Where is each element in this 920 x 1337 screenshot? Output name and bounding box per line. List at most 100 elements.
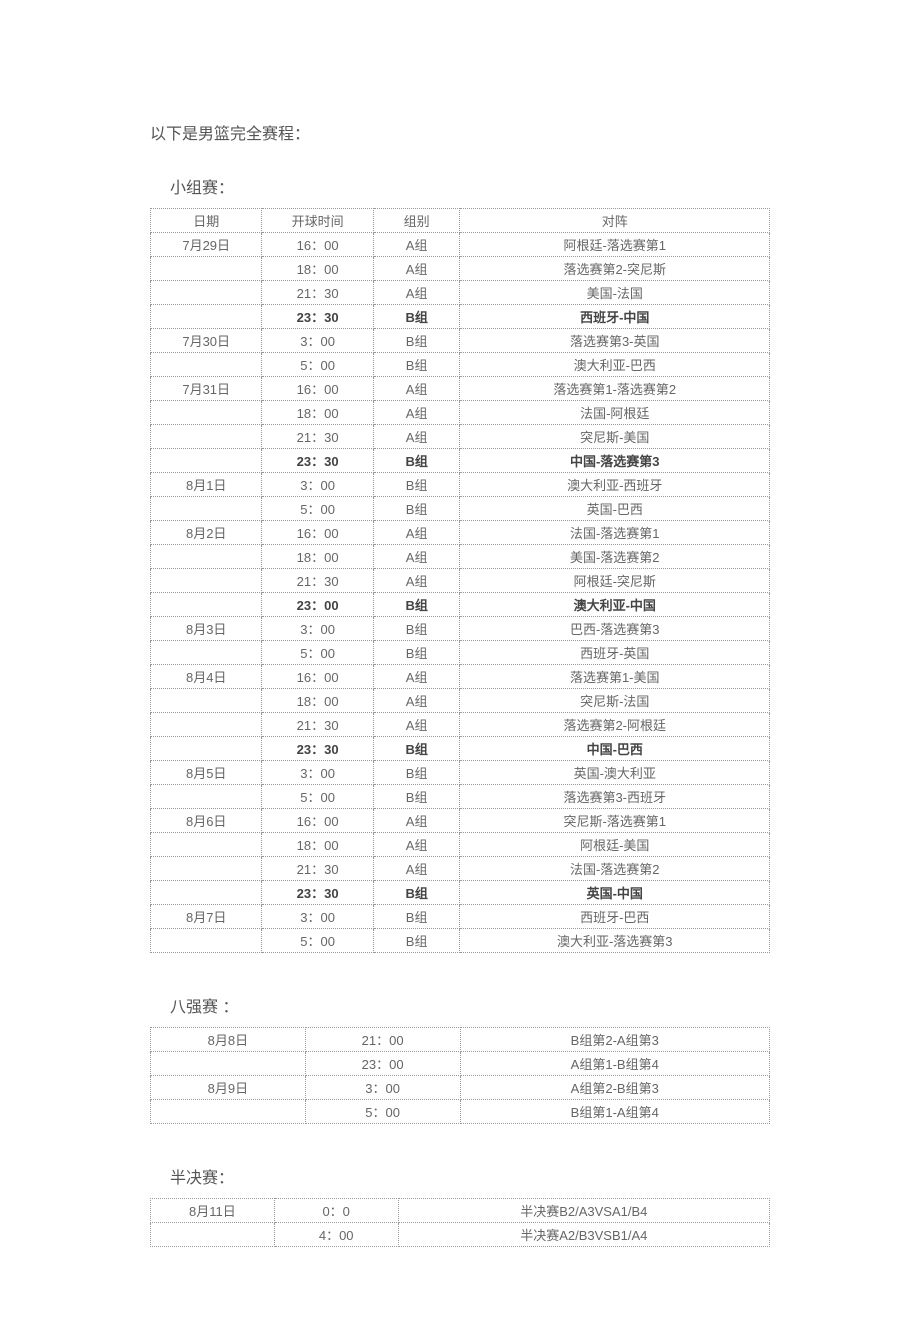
- cell-time: 18：00: [262, 257, 373, 281]
- cell-date: [151, 305, 262, 329]
- quarter-finals-title: 八强赛 ：: [170, 993, 770, 1017]
- cell-match: 落选赛第2-突尼斯: [460, 257, 770, 281]
- cell-date: [151, 641, 262, 665]
- table-header-row: 日期 开球时间 组别 对阵: [151, 209, 770, 233]
- table-row: 5：00B组西班牙-英国: [151, 641, 770, 665]
- cell-match: 半决赛A2/B3VSB1/A4: [398, 1223, 769, 1247]
- cell-time: 5：00: [262, 497, 373, 521]
- cell-group: B组: [373, 473, 460, 497]
- cell-match: 美国-法国: [460, 281, 770, 305]
- cell-match: B组第1-A组第4: [460, 1100, 770, 1124]
- group-stage-title: 小组赛：: [170, 174, 770, 198]
- table-row: 5：00B组英国-巴西: [151, 497, 770, 521]
- table-row: 8月9日3：00A组第2-B组第3: [151, 1076, 770, 1100]
- cell-time: 23：00: [305, 1052, 460, 1076]
- cell-date: 7月29日: [151, 233, 262, 257]
- table-row: 5：00B组落选赛第3-西班牙: [151, 785, 770, 809]
- cell-time: 3：00: [262, 761, 373, 785]
- table-row: 18：00A组美国-落选赛第2: [151, 545, 770, 569]
- cell-match: A组第2-B组第3: [460, 1076, 770, 1100]
- cell-match: 美国-落选赛第2: [460, 545, 770, 569]
- cell-match: 西班牙-英国: [460, 641, 770, 665]
- cell-time: 3：00: [262, 329, 373, 353]
- cell-time: 21：30: [262, 569, 373, 593]
- cell-time: 18：00: [262, 545, 373, 569]
- cell-match: 法国-落选赛第1: [460, 521, 770, 545]
- cell-time: 16：00: [262, 377, 373, 401]
- cell-group: B组: [373, 497, 460, 521]
- cell-group: A组: [373, 809, 460, 833]
- page-title: 以下是男篮完全赛程：: [150, 120, 770, 144]
- cell-date: [151, 929, 262, 953]
- table-row: 8月11日0：0半决赛B2/A3VSA1/B4: [151, 1199, 770, 1223]
- cell-match: 西班牙-巴西: [460, 905, 770, 929]
- table-row: 8月1日3：00B组澳大利亚-西班牙: [151, 473, 770, 497]
- cell-group: B组: [373, 905, 460, 929]
- table-row: 18：00A组落选赛第2-突尼斯: [151, 257, 770, 281]
- cell-match: 中国-巴西: [460, 737, 770, 761]
- cell-group: B组: [373, 329, 460, 353]
- cell-date: 8月2日: [151, 521, 262, 545]
- cell-time: 18：00: [262, 401, 373, 425]
- table-row: 23：30B组中国-落选赛第3: [151, 449, 770, 473]
- cell-time: 21：30: [262, 281, 373, 305]
- cell-group: A组: [373, 857, 460, 881]
- cell-group: B组: [373, 737, 460, 761]
- cell-date: [151, 281, 262, 305]
- cell-group: B组: [373, 305, 460, 329]
- cell-match: 落选赛第1-美国: [460, 665, 770, 689]
- cell-time: 16：00: [262, 665, 373, 689]
- cell-time: 16：00: [262, 809, 373, 833]
- cell-date: [151, 425, 262, 449]
- cell-date: [151, 833, 262, 857]
- cell-group: B组: [373, 641, 460, 665]
- semi-finals-title: 半决赛：: [170, 1164, 770, 1188]
- cell-match: 落选赛第3-西班牙: [460, 785, 770, 809]
- cell-date: [151, 497, 262, 521]
- cell-group: A组: [373, 689, 460, 713]
- table-row: 18：00A组法国-阿根廷: [151, 401, 770, 425]
- table-row: 7月29日16：00A组阿根廷-落选赛第1: [151, 233, 770, 257]
- cell-group: B组: [373, 353, 460, 377]
- cell-group: B组: [373, 761, 460, 785]
- cell-match: 落选赛第2-阿根廷: [460, 713, 770, 737]
- table-row: 5：00B组第1-A组第4: [151, 1100, 770, 1124]
- cell-time: 16：00: [262, 233, 373, 257]
- cell-group: A组: [373, 257, 460, 281]
- cell-match: 阿根廷-突尼斯: [460, 569, 770, 593]
- cell-match: 澳大利亚-中国: [460, 593, 770, 617]
- cell-group: A组: [373, 521, 460, 545]
- table-row: 21：30A组阿根廷-突尼斯: [151, 569, 770, 593]
- table-row: 8月5日3：00B组英国-澳大利亚: [151, 761, 770, 785]
- table-row: 23：00B组澳大利亚-中国: [151, 593, 770, 617]
- table-row: 7月31日16：00A组落选赛第1-落选赛第2: [151, 377, 770, 401]
- cell-date: 8月5日: [151, 761, 262, 785]
- cell-date: [151, 1223, 275, 1247]
- quarter-finals-table: 8月8日21：00B组第2-A组第323：00A组第1-B组第48月9日3：00…: [150, 1027, 770, 1124]
- cell-time: 21：30: [262, 425, 373, 449]
- cell-group: B组: [373, 929, 460, 953]
- cell-group: B组: [373, 881, 460, 905]
- cell-match: 英国-中国: [460, 881, 770, 905]
- header-match: 对阵: [460, 209, 770, 233]
- cell-time: 18：00: [262, 689, 373, 713]
- cell-date: [151, 1052, 306, 1076]
- semi-finals-table: 8月11日0：0半决赛B2/A3VSA1/B44：00半决赛A2/B3VSB1/…: [150, 1198, 770, 1247]
- cell-match: 突尼斯-落选赛第1: [460, 809, 770, 833]
- table-row: 8月6日16：00A组突尼斯-落选赛第1: [151, 809, 770, 833]
- cell-time: 18：00: [262, 833, 373, 857]
- cell-match: 突尼斯-美国: [460, 425, 770, 449]
- table-row: 18：00A组阿根廷-美国: [151, 833, 770, 857]
- table-row: 21：30A组落选赛第2-阿根廷: [151, 713, 770, 737]
- cell-match: 阿根廷-美国: [460, 833, 770, 857]
- cell-group: B组: [373, 593, 460, 617]
- cell-time: 5：00: [262, 929, 373, 953]
- table-row: 23：30B组西班牙-中国: [151, 305, 770, 329]
- cell-date: 8月6日: [151, 809, 262, 833]
- table-row: 21：30A组法国-落选赛第2: [151, 857, 770, 881]
- cell-time: 21：30: [262, 713, 373, 737]
- table-row: 8月2日16：00A组法国-落选赛第1: [151, 521, 770, 545]
- cell-group: A组: [373, 665, 460, 689]
- cell-date: 8月1日: [151, 473, 262, 497]
- cell-match: 巴西-落选赛第3: [460, 617, 770, 641]
